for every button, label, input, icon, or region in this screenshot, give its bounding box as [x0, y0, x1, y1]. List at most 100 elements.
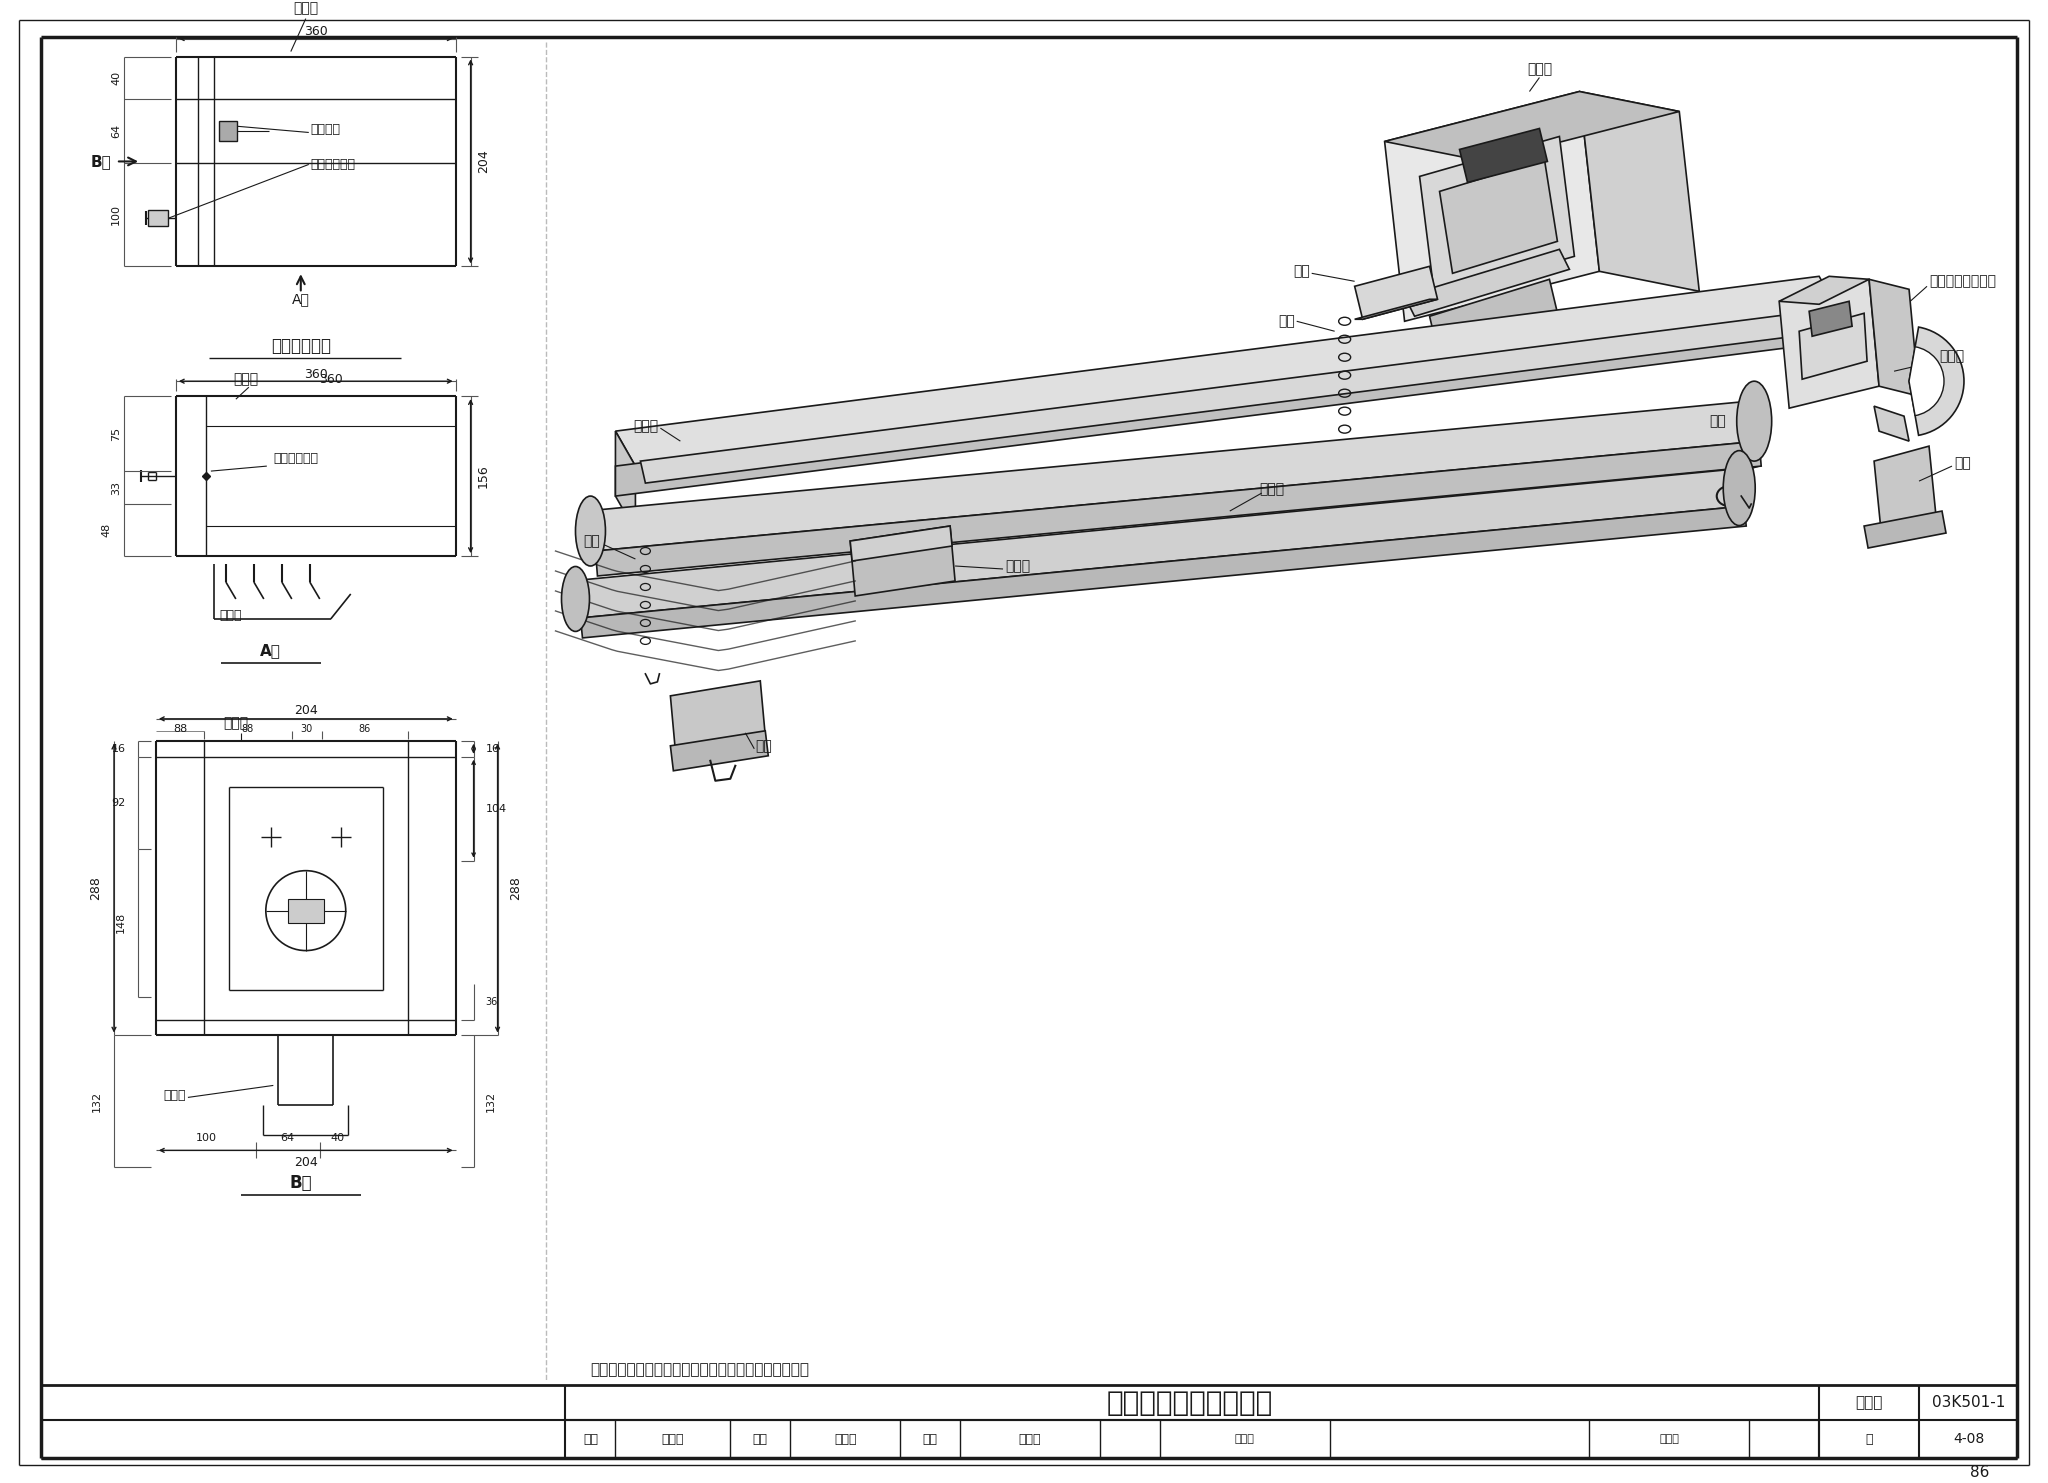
Bar	[147, 211, 168, 227]
Text: 审核: 审核	[584, 1433, 598, 1446]
Polygon shape	[616, 276, 1839, 466]
Text: 360: 360	[303, 368, 328, 381]
Text: 发生器: 发生器	[293, 1, 317, 16]
Text: 132: 132	[485, 1091, 496, 1112]
Polygon shape	[641, 310, 1835, 483]
Text: 胡卫卫: 胡卫卫	[662, 1433, 684, 1446]
Polygon shape	[1780, 276, 1870, 304]
Polygon shape	[571, 469, 1745, 618]
Polygon shape	[1700, 417, 1759, 480]
Polygon shape	[1579, 92, 1700, 291]
Text: 03K501-1: 03K501-1	[1931, 1396, 2005, 1410]
Text: 132: 132	[92, 1091, 102, 1112]
Text: 16: 16	[113, 744, 127, 753]
Text: 白小步: 白小步	[834, 1433, 856, 1446]
Polygon shape	[1870, 279, 1919, 396]
Polygon shape	[1384, 92, 1599, 322]
Text: 戴海洋: 戴海洋	[1235, 1434, 1255, 1444]
Text: 戴海洋: 戴海洋	[1659, 1434, 1679, 1444]
Text: 发生器: 发生器	[233, 372, 258, 386]
Polygon shape	[1798, 313, 1868, 380]
Polygon shape	[616, 311, 1839, 497]
Polygon shape	[596, 440, 1761, 575]
Polygon shape	[1864, 512, 1946, 549]
Text: 204: 204	[477, 150, 489, 174]
Text: 页: 页	[1866, 1433, 1872, 1446]
Text: 86: 86	[358, 724, 371, 734]
Text: 92: 92	[113, 798, 127, 808]
Text: 注：本图根据大庆双能高科技有限公司提供资料编制。: 注：本图根据大庆双能高科技有限公司提供资料编制。	[590, 1363, 809, 1378]
Text: 360: 360	[319, 372, 342, 386]
Text: 管接头: 管接头	[1006, 559, 1030, 572]
Text: 发生器: 发生器	[1528, 62, 1552, 77]
Text: 16: 16	[485, 744, 500, 753]
Text: A向: A向	[260, 644, 281, 658]
Text: 图集号: 图集号	[1855, 1396, 1882, 1410]
Text: 360: 360	[303, 25, 328, 39]
Polygon shape	[586, 402, 1759, 552]
Ellipse shape	[561, 567, 590, 632]
Text: 燃烧头: 燃烧头	[164, 1089, 186, 1102]
Polygon shape	[1874, 322, 1909, 356]
Text: 86: 86	[1970, 1465, 1989, 1480]
Polygon shape	[670, 731, 768, 771]
Polygon shape	[1354, 300, 1438, 319]
Polygon shape	[850, 526, 952, 561]
Text: 燃烧头: 燃烧头	[219, 610, 242, 623]
Polygon shape	[1460, 129, 1548, 182]
Text: 48: 48	[100, 523, 111, 537]
Polygon shape	[580, 506, 1747, 638]
Text: 设计: 设计	[922, 1433, 938, 1446]
Text: 校对: 校对	[754, 1433, 768, 1446]
Text: B向: B向	[90, 154, 111, 169]
Text: 辐射管末端通风罩: 辐射管末端通风罩	[1929, 274, 1997, 288]
Text: 燃烧室: 燃烧室	[1939, 349, 1964, 363]
Bar	[219, 122, 238, 141]
Ellipse shape	[1722, 451, 1755, 525]
Text: 4-08: 4-08	[1954, 1433, 1985, 1446]
Text: 88: 88	[172, 724, 186, 734]
Polygon shape	[1874, 446, 1935, 531]
Polygon shape	[1384, 92, 1679, 162]
Ellipse shape	[575, 497, 606, 567]
Text: 88: 88	[242, 724, 254, 734]
Polygon shape	[1440, 160, 1556, 273]
Text: 204: 204	[295, 1155, 317, 1169]
Text: 33: 33	[111, 480, 121, 495]
Text: 148: 148	[117, 912, 127, 933]
Text: 垫片: 垫片	[1292, 264, 1309, 279]
Text: 64: 64	[281, 1133, 295, 1143]
Polygon shape	[1354, 267, 1438, 319]
Text: 288: 288	[510, 876, 522, 900]
Polygon shape	[850, 526, 954, 596]
Wedge shape	[1909, 347, 1944, 415]
Text: 75: 75	[111, 427, 121, 440]
Text: 40: 40	[111, 71, 121, 85]
Ellipse shape	[1737, 381, 1772, 461]
Text: 反射板: 反射板	[633, 420, 657, 433]
Text: 204: 204	[295, 704, 317, 718]
Polygon shape	[1808, 301, 1851, 337]
Text: 100: 100	[195, 1133, 217, 1143]
Wedge shape	[1909, 328, 1964, 436]
Text: 30: 30	[301, 724, 313, 734]
Text: 电源插座: 电源插座	[311, 123, 340, 136]
Text: 吊链: 吊链	[1278, 314, 1294, 328]
Polygon shape	[1430, 279, 1559, 359]
Polygon shape	[1405, 249, 1569, 316]
Text: 辐射管: 辐射管	[1260, 482, 1284, 497]
Text: 64: 64	[111, 125, 121, 138]
Text: 100: 100	[111, 205, 121, 225]
Text: 40: 40	[330, 1133, 344, 1143]
Text: A向: A向	[293, 292, 309, 307]
Text: 戴海洋: 戴海洋	[1018, 1433, 1040, 1446]
Text: 发生器: 发生器	[223, 716, 248, 730]
Text: 发生器平面图: 发生器平面图	[270, 337, 332, 356]
Polygon shape	[616, 432, 635, 531]
Text: 发生器及其安装（二）: 发生器及其安装（二）	[1106, 1388, 1274, 1416]
Text: 托架: 托架	[756, 739, 772, 753]
Text: 托架: 托架	[1954, 457, 1970, 470]
Text: 吊耳: 吊耳	[1710, 414, 1726, 429]
Text: 吊链: 吊链	[584, 534, 600, 549]
Text: 供燃气管接头: 供燃气管接头	[272, 452, 317, 464]
